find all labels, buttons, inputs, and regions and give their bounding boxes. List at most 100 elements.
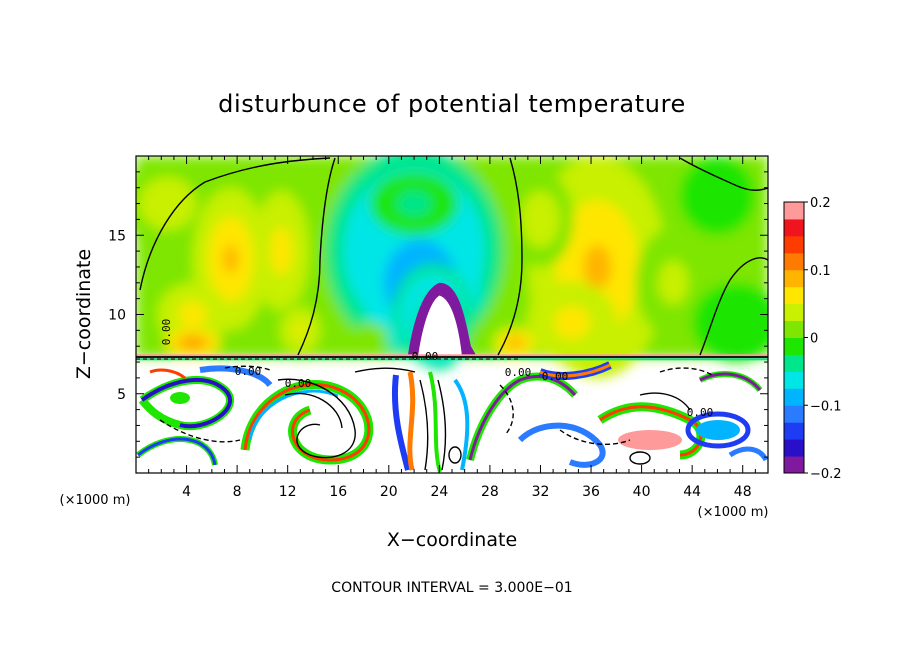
field-blob xyxy=(510,339,520,347)
swirl-band xyxy=(170,392,190,404)
swirl-band xyxy=(699,372,762,392)
field-blob xyxy=(583,244,612,290)
colorbar-swatch xyxy=(784,439,804,457)
x-tick-label: 24 xyxy=(430,484,448,500)
colorbar-swatch xyxy=(784,202,804,220)
colorbar-tick-label: −0.2 xyxy=(810,467,842,482)
swirl-band xyxy=(137,437,217,466)
swirl-band xyxy=(199,365,273,388)
upper-layer xyxy=(136,156,768,378)
field-blob xyxy=(223,244,239,274)
swirl-band xyxy=(407,371,416,471)
contour-line xyxy=(639,392,691,411)
warm-patch xyxy=(618,430,682,450)
colorbar-swatch xyxy=(784,218,804,237)
contour-label: 0.00 xyxy=(285,377,312,390)
contour-label: 0.00 xyxy=(505,366,532,379)
contour-line xyxy=(224,365,271,371)
swirl-band xyxy=(391,374,411,471)
contour-line xyxy=(559,429,631,445)
contour-line xyxy=(277,378,356,459)
x-unit-right: (×1000 m) xyxy=(698,505,769,520)
contour-label: 0.00 xyxy=(542,370,569,383)
field-blob xyxy=(157,194,178,213)
cold-patch xyxy=(696,420,740,440)
x-tick-label: 36 xyxy=(582,484,600,500)
contour-label: 0.00 xyxy=(235,365,262,378)
contour-line xyxy=(499,384,514,436)
contour-line xyxy=(419,379,429,471)
x-tick-label: 44 xyxy=(683,484,701,500)
y-axis-title: Z−coordinate xyxy=(73,249,95,379)
swirl-band xyxy=(539,363,611,378)
swirl-band xyxy=(149,368,186,380)
contour-interval-note: CONTOUR INTERVAL = 3.000E−01 xyxy=(331,580,572,596)
field-blob xyxy=(665,271,681,294)
field-blob xyxy=(709,187,726,204)
x-axis: 4 8 12 16 20 24 28 32 36 40 44 48 xyxy=(148,156,756,500)
swirl-band xyxy=(140,377,232,429)
x-tick-label: 16 xyxy=(329,484,347,500)
colorbar-swatch xyxy=(784,422,804,440)
field-blob xyxy=(295,324,306,337)
colorbar-tick-label: 0.1 xyxy=(810,264,831,279)
swirl-band xyxy=(468,375,577,461)
x-tick-label: 28 xyxy=(481,484,499,500)
colorbar-swatch xyxy=(784,371,804,389)
field-blob xyxy=(185,308,200,321)
x-tick-label: 20 xyxy=(380,484,398,500)
contour-line xyxy=(448,446,462,464)
x-tick-label: 12 xyxy=(279,484,297,500)
swirl-band xyxy=(517,422,606,468)
contour-line xyxy=(297,157,336,356)
contour-label: 0.00 xyxy=(160,319,173,346)
swirl-band xyxy=(248,389,339,441)
contour-line xyxy=(284,392,343,429)
x-tick-label: 8 xyxy=(233,484,242,500)
colorbar-swatch xyxy=(784,456,804,474)
zero-contours xyxy=(136,157,768,471)
y-tick-label: 15 xyxy=(108,228,126,244)
y-tick-label: 5 xyxy=(117,387,126,403)
contour-line xyxy=(354,367,416,373)
colorbar-swatch xyxy=(784,269,804,288)
contour-line xyxy=(699,257,768,356)
contour-line xyxy=(679,157,768,191)
y-tick-label: 10 xyxy=(108,308,126,324)
swirl-band xyxy=(453,378,470,471)
lower-turbulent-layer xyxy=(136,361,768,473)
colorbar-tick-label: 0 xyxy=(810,332,818,347)
field-blob xyxy=(405,197,423,210)
colorbar-swatch xyxy=(784,320,804,338)
x-tick-label: 48 xyxy=(734,484,752,500)
field-blob xyxy=(366,335,374,342)
swirl-band xyxy=(243,383,371,462)
field-blob xyxy=(187,340,199,346)
swirl-band xyxy=(599,405,703,457)
colorbar-swatch xyxy=(784,354,804,372)
colorbar-swatch xyxy=(784,303,804,322)
field-blob xyxy=(562,314,582,331)
colorbar-tick-label: −0.1 xyxy=(810,399,842,414)
field-blob xyxy=(275,239,287,264)
colorbar-swatch xyxy=(784,252,804,271)
colorbar: 0.2 0.1 0 −0.1 −0.2 xyxy=(784,196,842,482)
x-tick-label: 4 xyxy=(182,484,191,500)
contour-line xyxy=(437,379,447,471)
colorbar-swatch xyxy=(784,388,804,406)
x-unit-left: (×1000 m) xyxy=(60,493,131,508)
temperature-field: 0.00 0.00 0.00 0.00 0.00 0.00 0.00 xyxy=(136,156,768,473)
contour-line xyxy=(629,451,651,465)
colorbar-swatch xyxy=(784,235,804,254)
swirl-band xyxy=(685,411,751,449)
contour-line xyxy=(139,157,331,291)
chart-title: disturbunce of potential temperature xyxy=(218,90,686,118)
cold-core-center xyxy=(417,295,463,358)
y-axis: 5 10 15 xyxy=(108,171,768,458)
colorbar-frame xyxy=(783,201,805,474)
contour-line xyxy=(497,157,523,356)
colorbar-swatch xyxy=(784,286,804,305)
field-blob xyxy=(533,209,548,229)
colorbar-tick-label: 0.2 xyxy=(810,196,831,211)
